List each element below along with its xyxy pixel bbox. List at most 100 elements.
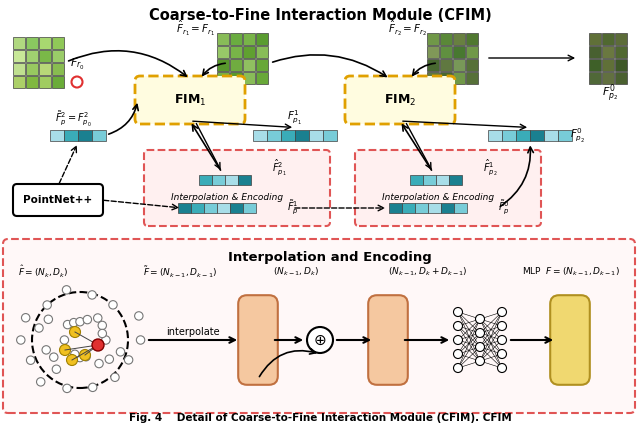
Circle shape bbox=[95, 360, 103, 368]
FancyBboxPatch shape bbox=[589, 33, 601, 45]
Text: FIM$_1$: FIM$_1$ bbox=[173, 92, 206, 108]
FancyBboxPatch shape bbox=[26, 75, 38, 87]
FancyBboxPatch shape bbox=[243, 59, 255, 70]
FancyBboxPatch shape bbox=[452, 33, 465, 45]
FancyBboxPatch shape bbox=[38, 75, 51, 87]
FancyBboxPatch shape bbox=[426, 72, 438, 84]
Circle shape bbox=[67, 354, 77, 365]
Text: $(N_{k-1},D_k)$: $(N_{k-1},D_k)$ bbox=[273, 266, 319, 278]
FancyBboxPatch shape bbox=[218, 203, 230, 213]
FancyBboxPatch shape bbox=[615, 45, 627, 58]
Circle shape bbox=[76, 318, 84, 326]
Circle shape bbox=[79, 349, 90, 360]
Circle shape bbox=[454, 321, 463, 330]
FancyBboxPatch shape bbox=[589, 72, 601, 84]
Circle shape bbox=[49, 353, 58, 361]
FancyBboxPatch shape bbox=[426, 33, 438, 45]
Text: FIM$_2$: FIM$_2$ bbox=[384, 92, 416, 108]
Text: interpolate: interpolate bbox=[166, 327, 220, 337]
FancyBboxPatch shape bbox=[51, 129, 63, 140]
Circle shape bbox=[109, 301, 117, 309]
FancyBboxPatch shape bbox=[38, 50, 51, 61]
Circle shape bbox=[22, 314, 30, 322]
FancyBboxPatch shape bbox=[452, 72, 465, 84]
Text: $\oplus$: $\oplus$ bbox=[314, 332, 326, 348]
Circle shape bbox=[476, 329, 484, 338]
Circle shape bbox=[136, 336, 145, 344]
Circle shape bbox=[98, 329, 106, 338]
FancyBboxPatch shape bbox=[51, 62, 63, 75]
Text: PointNet++: PointNet++ bbox=[24, 195, 93, 205]
FancyBboxPatch shape bbox=[589, 59, 601, 70]
FancyBboxPatch shape bbox=[296, 129, 308, 140]
FancyBboxPatch shape bbox=[449, 175, 461, 185]
FancyBboxPatch shape bbox=[26, 62, 38, 75]
FancyBboxPatch shape bbox=[204, 203, 216, 213]
Circle shape bbox=[62, 286, 71, 294]
Text: $F^0_{p_2}$: $F^0_{p_2}$ bbox=[570, 126, 586, 144]
Circle shape bbox=[52, 365, 61, 374]
Text: Interpolation & Encoding: Interpolation & Encoding bbox=[171, 193, 283, 203]
FancyBboxPatch shape bbox=[13, 75, 24, 87]
FancyBboxPatch shape bbox=[602, 72, 614, 84]
FancyBboxPatch shape bbox=[79, 129, 92, 140]
Circle shape bbox=[105, 355, 113, 363]
FancyBboxPatch shape bbox=[368, 295, 408, 385]
FancyBboxPatch shape bbox=[13, 184, 103, 216]
FancyBboxPatch shape bbox=[602, 45, 614, 58]
Circle shape bbox=[454, 307, 463, 316]
Circle shape bbox=[60, 344, 70, 355]
FancyBboxPatch shape bbox=[465, 33, 477, 45]
Text: $\hat{F}=(N_k,D_k)$: $\hat{F}=(N_k,D_k)$ bbox=[18, 264, 68, 280]
Circle shape bbox=[70, 326, 81, 338]
FancyBboxPatch shape bbox=[191, 203, 204, 213]
FancyBboxPatch shape bbox=[440, 33, 451, 45]
Circle shape bbox=[17, 336, 25, 344]
Circle shape bbox=[124, 356, 133, 364]
FancyBboxPatch shape bbox=[602, 33, 614, 45]
FancyBboxPatch shape bbox=[465, 72, 477, 84]
FancyBboxPatch shape bbox=[436, 175, 449, 185]
FancyBboxPatch shape bbox=[243, 45, 255, 58]
FancyBboxPatch shape bbox=[216, 33, 228, 45]
Text: $F_{r_0}$: $F_{r_0}$ bbox=[70, 56, 84, 72]
FancyBboxPatch shape bbox=[602, 59, 614, 70]
FancyBboxPatch shape bbox=[550, 295, 590, 385]
Circle shape bbox=[70, 318, 78, 327]
Circle shape bbox=[26, 356, 35, 364]
FancyBboxPatch shape bbox=[282, 129, 294, 140]
Circle shape bbox=[88, 291, 96, 299]
Text: Coarse-to-Fine Interaction Module (CFIM): Coarse-to-Fine Interaction Module (CFIM) bbox=[148, 8, 492, 23]
FancyBboxPatch shape bbox=[442, 203, 454, 213]
FancyBboxPatch shape bbox=[179, 203, 191, 213]
FancyBboxPatch shape bbox=[26, 36, 38, 48]
Circle shape bbox=[102, 336, 110, 344]
Circle shape bbox=[63, 321, 72, 329]
Circle shape bbox=[476, 315, 484, 324]
Text: $\hat{F}^2_{p_1}$: $\hat{F}^2_{p_1}$ bbox=[272, 158, 286, 178]
Circle shape bbox=[42, 346, 51, 354]
Circle shape bbox=[60, 336, 68, 344]
FancyBboxPatch shape bbox=[454, 203, 467, 213]
FancyBboxPatch shape bbox=[465, 45, 477, 58]
FancyBboxPatch shape bbox=[440, 45, 451, 58]
FancyBboxPatch shape bbox=[13, 50, 24, 61]
Circle shape bbox=[497, 349, 506, 359]
FancyBboxPatch shape bbox=[13, 62, 24, 75]
FancyBboxPatch shape bbox=[615, 59, 627, 70]
FancyBboxPatch shape bbox=[135, 76, 245, 124]
FancyBboxPatch shape bbox=[403, 203, 415, 213]
FancyBboxPatch shape bbox=[230, 203, 243, 213]
Text: $\tilde{F}=(N_{k-1},D_{k-1})$: $\tilde{F}=(N_{k-1},D_{k-1})$ bbox=[143, 265, 217, 280]
FancyBboxPatch shape bbox=[255, 59, 268, 70]
FancyBboxPatch shape bbox=[615, 33, 627, 45]
FancyBboxPatch shape bbox=[410, 175, 422, 185]
Text: $\hat{F}_{r_2}=F_{r_2}$: $\hat{F}_{r_2}=F_{r_2}$ bbox=[388, 18, 428, 38]
FancyBboxPatch shape bbox=[225, 175, 237, 185]
FancyBboxPatch shape bbox=[558, 129, 572, 140]
Text: Interpolation & Encoding: Interpolation & Encoding bbox=[382, 193, 494, 203]
Circle shape bbox=[497, 363, 506, 373]
FancyBboxPatch shape bbox=[531, 129, 543, 140]
FancyBboxPatch shape bbox=[255, 33, 268, 45]
Circle shape bbox=[134, 312, 143, 320]
